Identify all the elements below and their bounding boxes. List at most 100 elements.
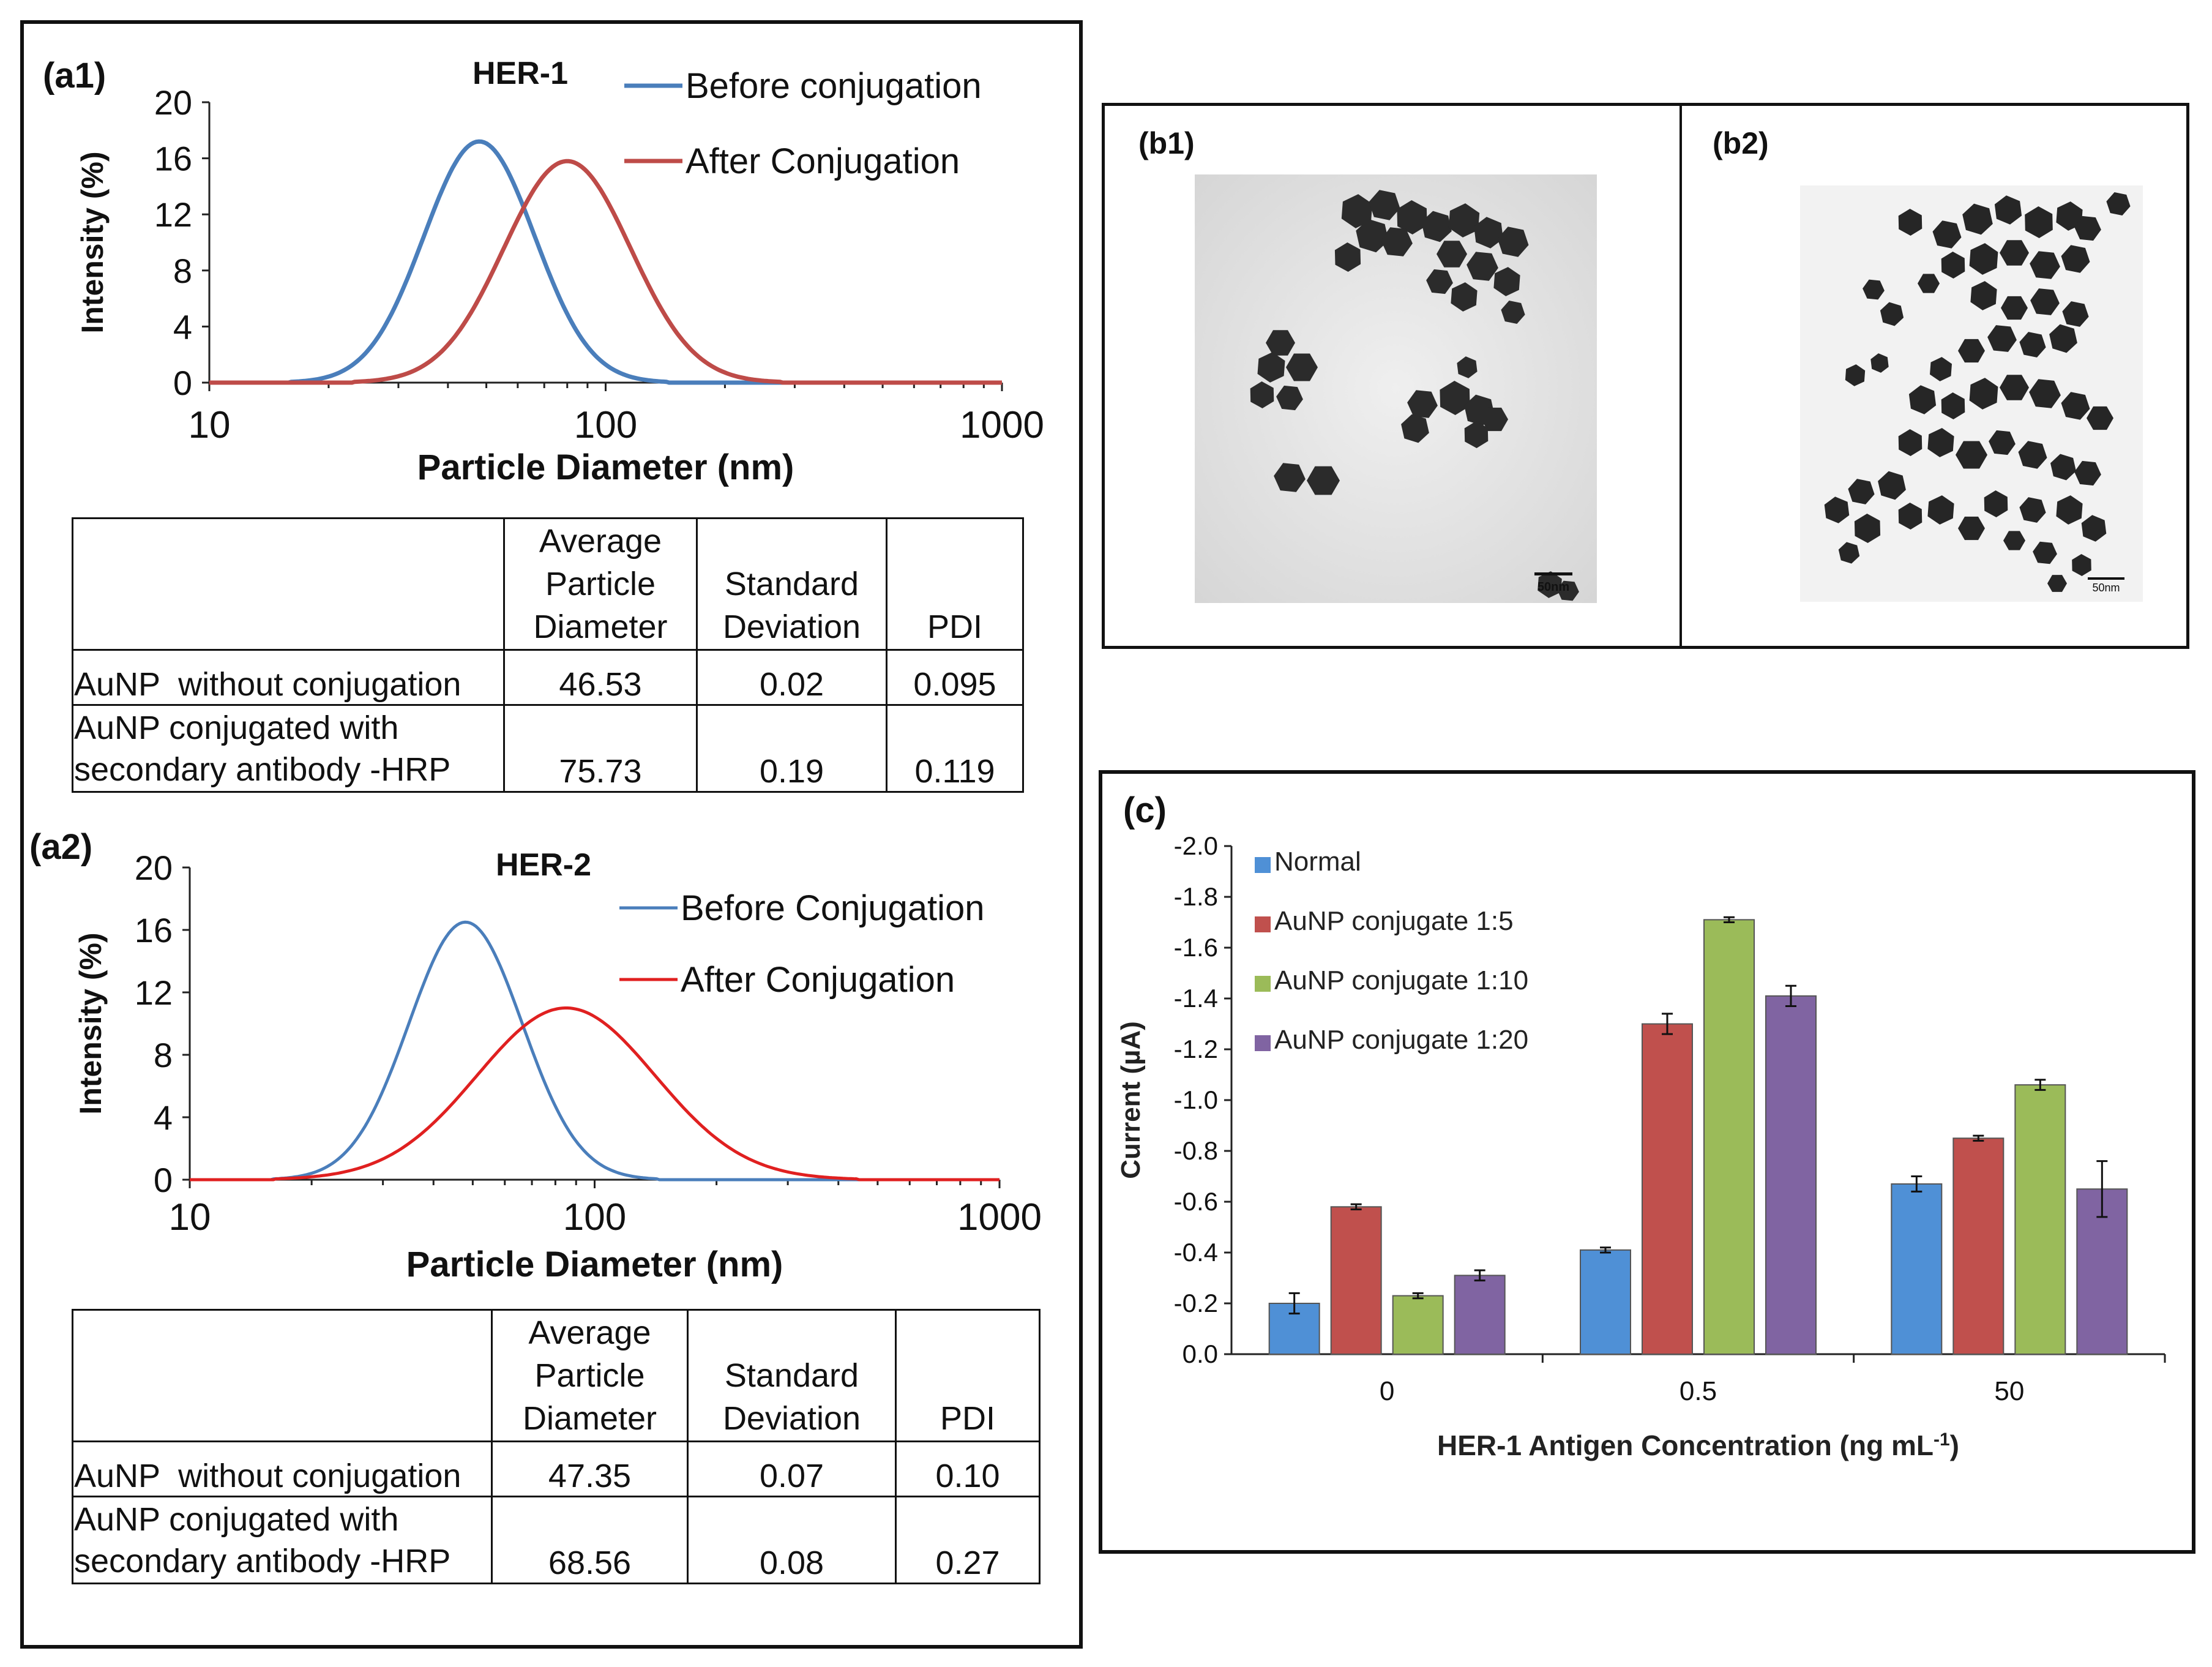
table-a2-row1-label: AuNP without conjugation	[72, 1440, 493, 1497]
y-tick-label: -1.6	[1174, 933, 1218, 962]
table-a2-header-sd: Standard Deviation	[687, 1309, 897, 1442]
nanoparticle	[1908, 385, 1937, 414]
x-tick-label: 50	[1994, 1376, 2024, 1406]
x-tick-label: 10	[169, 1196, 211, 1238]
bar	[1580, 1249, 1631, 1355]
nanoparticle	[1898, 209, 1922, 236]
dls-chart-her2: 0 4 8 12 16 20 10 100 1000 Particle Diameter (nm)…	[73, 847, 1042, 1284]
tem-image-b2: 50nm	[1800, 185, 2143, 602]
bar	[1765, 995, 1817, 1355]
table-a1: Average Particle Diameter Standard Deviatio…	[72, 517, 1024, 793]
y-tick-label: -1.2	[1174, 1035, 1218, 1063]
nanoparticle	[1962, 203, 1993, 235]
nanoparticle	[2074, 460, 2101, 486]
bar	[1330, 1206, 1382, 1355]
nanoparticle	[2050, 454, 2076, 481]
bar	[1891, 1183, 1943, 1355]
nanoparticle	[1307, 466, 1340, 495]
y-tick-label: 8	[154, 1036, 173, 1074]
nanoparticles-b2	[1824, 192, 2131, 592]
nanoparticle	[2000, 375, 2029, 400]
nanoparticle	[1457, 356, 1478, 378]
nanoparticle	[2030, 251, 2060, 279]
table-a1-row2-pdi: 0.119	[886, 704, 1024, 793]
nanoparticle	[2019, 332, 2046, 358]
nanoparticle	[1426, 269, 1453, 294]
nanoparticle	[2033, 541, 2057, 564]
nanoparticle	[2047, 575, 2067, 592]
nanoparticle	[1969, 378, 1998, 410]
x-axis-title: HER-1 Antigen Concentration (ng mL-1)	[1437, 1429, 1959, 1462]
panel-a2-label: (a2)	[29, 827, 93, 867]
nanoparticle	[1467, 252, 1498, 281]
x-tick-label: 0.5	[1680, 1376, 1717, 1406]
series-line-after	[209, 159, 1002, 385]
nanoparticle	[1274, 463, 1306, 492]
nanoparticle	[2056, 495, 2083, 525]
nanoparticle	[1870, 353, 1889, 373]
nanoparticle	[2018, 441, 2047, 469]
nanoparticle	[1266, 330, 1295, 356]
table-a1-header-blank	[72, 517, 505, 651]
nanoparticle	[1878, 471, 1906, 500]
legend-label: AuNP conjugate 1:10	[1274, 965, 1528, 995]
nanoparticle	[1927, 495, 1954, 525]
table-a2-header-avg: Average Particle Diameter	[491, 1309, 689, 1442]
nanoparticle	[1958, 516, 1985, 541]
panel-b-divider	[1680, 104, 1682, 646]
nanoparticle	[2049, 324, 2077, 353]
y-tick-label: 0	[154, 1161, 173, 1199]
legend-label: Normal	[1274, 847, 1361, 877]
bar-chart-current: 0.0 -0.2 -0.4 -0.6 -0.8 -1.0 -1.2 -1.4 -1.6 -1.8 -…	[1116, 831, 2166, 1462]
nanoparticle	[2019, 497, 2046, 523]
table-a1-row1-sd: 0.02	[696, 649, 887, 706]
nanoparticle	[1898, 503, 1922, 530]
x-tick-label: 100	[574, 404, 637, 446]
nanoparticle	[1440, 381, 1470, 415]
table-a2-header-blank	[72, 1309, 493, 1442]
nanoparticle	[1397, 200, 1427, 234]
nanoparticle	[1984, 490, 2008, 517]
panel-c-frame	[1099, 770, 2195, 1554]
y-axis-title: Intensity (%)	[75, 151, 110, 333]
table-a2: Average Particle Diameter Standard Deviatio…	[72, 1309, 1041, 1584]
nanoparticle	[2062, 301, 2089, 327]
nanoparticle	[1286, 353, 1318, 381]
nanoparticle	[1958, 339, 1985, 363]
nanoparticle	[2029, 379, 2061, 408]
nanoparticle	[1987, 325, 2017, 352]
nanoparticle	[2087, 406, 2113, 430]
nanoparticle	[1956, 441, 1987, 469]
dls-chart-her1: 0 4 8 12 16 20 10 100 1000 Particle Diameter (nm)…	[75, 56, 1044, 487]
legend-label: After Conjugation	[681, 960, 955, 1000]
table-a1-header-avg: Average Particle Diameter	[503, 517, 698, 651]
chart-title: HER-2	[496, 847, 591, 883]
nanoparticle	[1838, 542, 1860, 564]
nanoparticle	[1854, 514, 1881, 543]
nanoparticle	[1341, 194, 1373, 228]
y-tick-label: -0.6	[1174, 1187, 1218, 1216]
panel-a1-label: (a1)	[43, 56, 106, 96]
chart-title: HER-1	[473, 56, 568, 91]
table-a1-row1-pdi: 0.095	[886, 649, 1024, 706]
nanoparticle	[1451, 282, 1478, 312]
nanoparticle	[2001, 296, 2028, 320]
nanoparticle	[1421, 211, 1452, 242]
nanoparticle	[1493, 267, 1520, 296]
nanoparticle	[1898, 429, 1922, 456]
legend-swatch	[1255, 976, 1271, 992]
table-a1-header-pdi: PDI	[886, 517, 1024, 651]
panel-b1-label: (b1)	[1138, 126, 1195, 160]
y-tick-label: -0.4	[1174, 1238, 1218, 1267]
x-axis-title: Particle Diameter (nm)	[417, 448, 794, 487]
nanoparticle	[1401, 414, 1429, 443]
y-tick-label: 4	[173, 307, 192, 346]
nanoparticle	[1381, 227, 1413, 257]
nanoparticle	[2106, 192, 2131, 215]
panel-a-frame	[20, 20, 1083, 1649]
table-a1-row2-label: AuNP conjugated with secondary antibody …	[72, 704, 505, 793]
bar	[2014, 1084, 2066, 1355]
x-tick-label: 1000	[957, 1196, 1042, 1238]
nanoparticle	[2074, 215, 2101, 241]
nanoparticle	[1918, 274, 1940, 293]
